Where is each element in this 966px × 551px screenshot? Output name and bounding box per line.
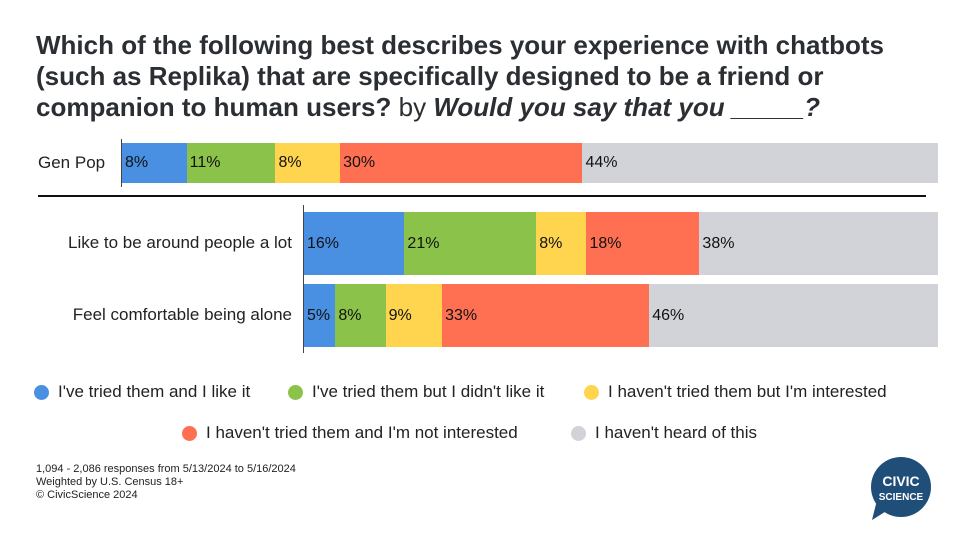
legend-dot-icon (571, 425, 586, 441)
bar-segment: 16% (304, 212, 405, 275)
logo-text-line1: CIVIC (882, 473, 919, 489)
title-by: by (398, 92, 427, 122)
data-label: 9% (388, 306, 412, 324)
civicscience-logo: CIVIC SCIENCE (871, 457, 931, 520)
row-label-comfortable-alone: Feel comfortable being alone (72, 305, 292, 324)
legend-dot-icon (584, 384, 599, 400)
bar-row-gen-pop: 8% 11% 8% 30% 44% (122, 143, 938, 183)
legend-label: I've tried them but I didn't like it (312, 382, 545, 401)
legend-dot-icon (182, 425, 197, 441)
legend-item-tried-dislike: I've tried them but I didn't like it (288, 382, 544, 402)
title-italic: Would you say that you _____? (433, 92, 821, 122)
data-label: 30% (343, 154, 376, 171)
logo-speech-tail (872, 504, 888, 520)
bar-segment: 8% (536, 212, 587, 275)
logo-text-line2: SCIENCE (879, 492, 924, 503)
legend-label: I haven't heard of this (595, 423, 758, 442)
bar-segment: 8% (122, 143, 187, 183)
logo-circle (871, 457, 931, 517)
data-label: 16% (307, 234, 340, 252)
footnote: 1,094 - 2,086 responses from 5/13/2024 t… (36, 463, 296, 502)
group-divider (38, 195, 926, 197)
data-label: 11% (189, 154, 221, 171)
legend-item-interested: I haven't tried them but I'm interested (584, 382, 887, 402)
legend-item-not-interested: I haven't tried them and I'm not interes… (182, 423, 518, 443)
legend-item-not-heard: I haven't heard of this (571, 423, 757, 443)
bar-segment: 5% (304, 284, 336, 347)
bar-row-comfortable-alone: 5% 8% 9% 33% 46% (304, 284, 938, 347)
footnote-copyright: © CivicScience 2024 (36, 489, 138, 501)
legend-label: I've tried them and I like it (58, 382, 251, 401)
bar-segment: 33% (442, 284, 650, 347)
data-label: 5% (307, 306, 331, 324)
title-main: Which of the following best describes yo… (36, 30, 885, 122)
axis-line-gen-pop (121, 139, 122, 187)
axis-line-segments (303, 205, 304, 353)
bar-segment: 30% (340, 143, 583, 183)
footnote-responses: 1,094 - 2,086 responses from 5/13/2024 t… (36, 463, 296, 475)
row-label-gen-pop: Gen Pop (38, 153, 106, 172)
bar-segment: 11% (186, 143, 276, 183)
legend-dot-icon (288, 384, 303, 400)
legend-item-tried-like: I've tried them and I like it (34, 382, 250, 402)
data-label: 44% (585, 154, 618, 171)
bar-segment: 8% (335, 284, 386, 347)
data-label: 8% (278, 154, 302, 171)
bar-segment: 9% (385, 284, 443, 347)
bar-segment: 8% (275, 143, 341, 183)
chart-title: Which of the following best describes yo… (36, 30, 946, 123)
data-label: 38% (702, 234, 735, 252)
bar-segment: 38% (699, 212, 938, 275)
row-label-like-people: Like to be around people a lot (67, 233, 292, 252)
data-label: 8% (539, 234, 563, 252)
bar-segment: 18% (586, 212, 700, 275)
data-label: 8% (125, 154, 149, 171)
data-label: 33% (445, 306, 478, 324)
footnote-weighting: Weighted by U.S. Census 18+ (36, 476, 184, 488)
legend-dot-icon (34, 384, 49, 400)
bar-segment: 46% (649, 284, 938, 347)
legend-label: I haven't tried them and I'm not interes… (206, 423, 518, 442)
legend-label: I haven't tried them but I'm interested (608, 382, 887, 401)
bar-segment: 44% (582, 143, 938, 183)
data-label: 21% (407, 234, 440, 252)
bar-segment: 21% (404, 212, 537, 275)
data-label: 46% (652, 306, 685, 324)
data-label: 8% (338, 306, 362, 324)
bar-row-like-people: 16% 21% 8% 18% 38% (304, 212, 938, 275)
data-label: 18% (589, 234, 622, 252)
